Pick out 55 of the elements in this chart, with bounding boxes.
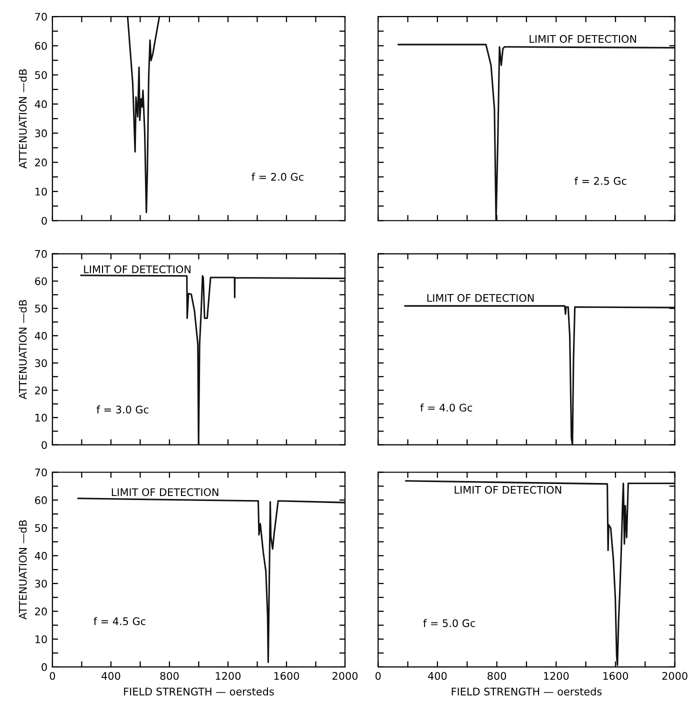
y-tick-label: 40: [34, 332, 47, 340]
y-tick-label: 0: [42, 216, 47, 225]
y-tick-label: 20: [35, 386, 47, 394]
line-series: [80, 274, 345, 445]
annotation: f = 2.5 Gc: [574, 176, 626, 185]
y-axis-title: ATTENUATION —dB: [18, 300, 27, 400]
y-tick-label: 70: [35, 250, 47, 258]
y-tick-label: 40: [34, 100, 47, 108]
y-tick-label: 50: [35, 304, 47, 312]
line-series: [77, 498, 345, 663]
y-tick-label: 60: [35, 42, 47, 50]
y-tick-label: 50: [35, 71, 47, 79]
y-tick-label: 40: [34, 552, 47, 560]
x-tick-label: 800: [488, 672, 506, 680]
annotation: LIMIT OF DETECTION: [530, 34, 636, 43]
annotation: LIMIT OF DETECTION: [112, 488, 218, 496]
y-tick-label: 10: [35, 414, 47, 422]
annotation: f = 5.0 Gc: [423, 619, 476, 628]
y-tick-label: 30: [35, 580, 47, 588]
y-tick-label: 70: [35, 12, 47, 21]
annotation: LIMIT OF DETECTION: [84, 265, 190, 274]
annotation: f = 2.0 Gc: [252, 172, 304, 181]
x-tick-label: 400: [428, 672, 447, 680]
y-tick-label: 30: [35, 359, 47, 368]
annotation: f = 4.5 Gc: [94, 617, 146, 626]
y-tick-label: 0: [42, 663, 47, 672]
x-tick-label: 0: [375, 672, 381, 680]
y-tick-label: 30: [35, 129, 47, 138]
y-tick-label: 10: [35, 188, 47, 196]
y-tick-label: 20: [35, 608, 47, 616]
y-tick-label: 10: [35, 635, 47, 644]
x-axis-title: FIELD STRENGTH — oersteds: [124, 687, 274, 696]
x-tick-label: 0: [50, 672, 56, 680]
y-tick-label: 70: [35, 468, 47, 476]
y-tick-label: 0: [42, 441, 47, 449]
x-tick-label: 400: [102, 672, 120, 680]
annotation: LIMIT OF DETECTION: [427, 294, 534, 302]
annotation: f = 4.0 Gc: [420, 404, 472, 412]
x-tick-label: 800: [160, 672, 179, 680]
x-axis-title: FIELD STRENGTH — oersteds: [452, 687, 602, 696]
y-tick-label: 60: [35, 277, 47, 286]
annotation: LIMIT OF DETECTION: [454, 486, 562, 494]
y-tick-label: 50: [35, 524, 47, 532]
x-tick-label: 2000: [332, 672, 358, 680]
line-series: [126, 16, 160, 214]
x-tick-label: 2000: [662, 672, 688, 680]
y-axis-title: ATTENUATION —dB: [18, 520, 27, 620]
x-tick-label: 1600: [603, 672, 628, 680]
y-axis-title: ATTENUATION —dB: [18, 69, 27, 169]
annotation: f = 3.0 Gc: [96, 405, 148, 414]
x-tick-label: 1600: [274, 672, 300, 680]
x-tick-label: 1200: [544, 672, 569, 680]
x-tick-label: 1200: [216, 672, 241, 680]
y-tick-label: 20: [35, 158, 47, 166]
y-tick-label: 60: [35, 496, 47, 504]
